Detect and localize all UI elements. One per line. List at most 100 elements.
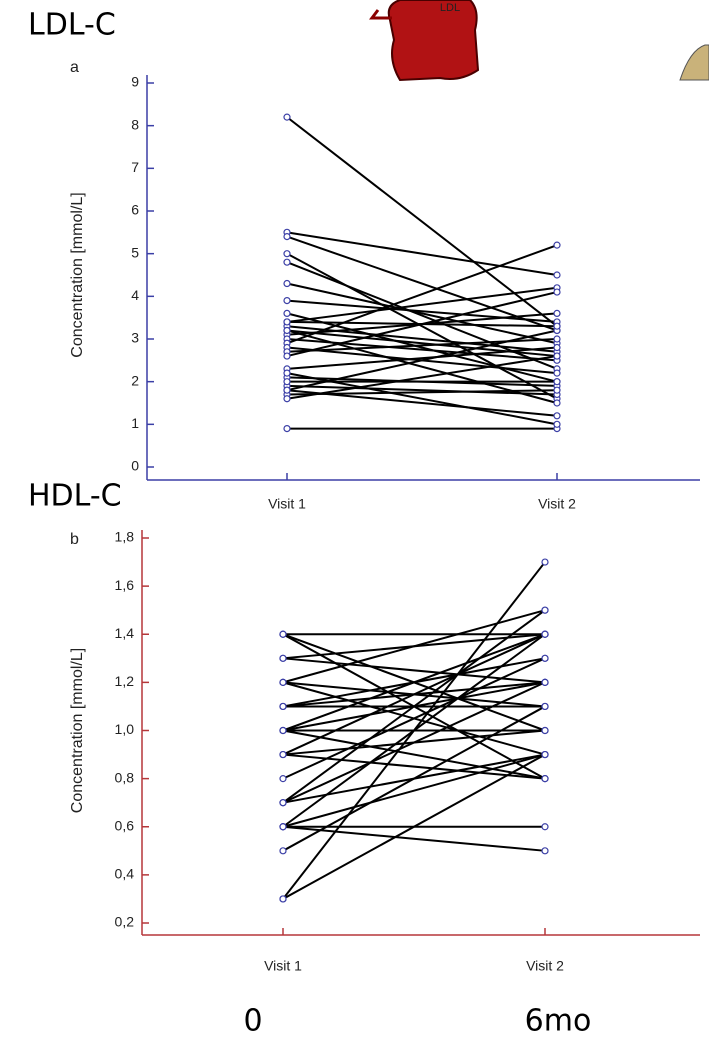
y-tick-label: 7 xyxy=(131,159,139,175)
point xyxy=(541,678,549,686)
point xyxy=(553,288,561,296)
point xyxy=(553,399,561,407)
pair-line xyxy=(282,633,546,780)
pair-line xyxy=(282,825,546,852)
pair-line xyxy=(286,338,558,362)
x-annotation: 0 xyxy=(243,1004,262,1039)
point xyxy=(553,369,561,377)
point xyxy=(553,271,561,279)
pair-line xyxy=(282,681,546,804)
y-tick-label: 0,8 xyxy=(115,769,135,785)
point xyxy=(283,386,291,394)
y-tick-label: 1,2 xyxy=(115,673,135,689)
point xyxy=(553,322,561,330)
point xyxy=(541,630,549,638)
x-tick-label: Visit 1 xyxy=(268,496,306,512)
point xyxy=(279,823,287,831)
y-tick-label: 2 xyxy=(131,372,139,388)
x-tick-label: Visit 2 xyxy=(538,496,576,512)
panel-label: a xyxy=(70,59,79,76)
y-tick-label: 6 xyxy=(131,202,139,218)
point xyxy=(541,750,549,759)
pair-line xyxy=(286,282,558,345)
ldl-cartoon xyxy=(387,0,480,82)
point xyxy=(283,395,291,403)
y-tick-label: 1,8 xyxy=(115,529,135,545)
point xyxy=(279,702,287,711)
point xyxy=(283,113,291,121)
point xyxy=(283,425,291,433)
panel-label: b xyxy=(70,531,79,548)
pair-line xyxy=(282,633,546,732)
point xyxy=(283,233,291,241)
point xyxy=(279,895,287,903)
pair-line xyxy=(282,705,546,852)
point xyxy=(283,326,291,335)
point xyxy=(283,250,291,258)
point xyxy=(283,309,291,317)
point xyxy=(541,726,549,735)
chart-title: LDL-C xyxy=(28,8,116,43)
point xyxy=(279,799,287,807)
pair-line xyxy=(286,286,558,323)
point xyxy=(279,630,287,638)
y-tick-label: 0,6 xyxy=(115,817,135,833)
pair-line xyxy=(282,753,546,900)
point xyxy=(283,318,291,326)
y-tick-label: 8 xyxy=(131,116,139,132)
point xyxy=(541,654,549,662)
pair-line xyxy=(286,320,558,328)
image-text: LDL xyxy=(440,2,460,14)
point xyxy=(553,386,561,394)
pair-line xyxy=(286,231,558,276)
x-tick-label: Visit 1 xyxy=(264,958,302,974)
point xyxy=(279,678,287,686)
pair-line xyxy=(286,116,558,327)
point xyxy=(553,335,561,343)
point xyxy=(283,352,291,360)
point xyxy=(283,258,291,266)
point xyxy=(279,750,287,759)
point xyxy=(553,420,561,428)
point xyxy=(283,378,291,386)
point xyxy=(553,343,561,352)
pair-line xyxy=(286,235,558,332)
point xyxy=(553,241,561,249)
point xyxy=(553,412,561,420)
y-tick-label: 1 xyxy=(131,415,139,431)
y-tick-label: 5 xyxy=(131,244,139,260)
point xyxy=(283,369,291,377)
x-tick-label: Visit 2 xyxy=(526,958,564,974)
y-tick-label: 9 xyxy=(131,74,139,90)
x-annotation: 6mo xyxy=(525,1004,592,1039)
pair-line xyxy=(286,355,558,400)
pair-line xyxy=(282,561,546,900)
point xyxy=(283,279,291,288)
point xyxy=(553,309,561,317)
pair-line xyxy=(286,312,558,383)
pair-line xyxy=(286,252,558,400)
y-tick-label: 3 xyxy=(131,330,139,346)
pair-line xyxy=(286,244,558,345)
pair-line xyxy=(286,389,558,396)
point xyxy=(541,823,549,831)
pair-line xyxy=(286,299,558,323)
pair-line xyxy=(282,729,546,780)
point xyxy=(279,654,287,662)
point xyxy=(541,702,549,711)
point xyxy=(279,775,287,783)
point xyxy=(541,775,549,783)
y-tick-label: 1,4 xyxy=(115,625,135,641)
pair-line xyxy=(282,609,546,684)
y-tick-label: 1,6 xyxy=(115,577,135,593)
chart-title: HDL-C xyxy=(28,479,122,514)
y-tick-label: 0,2 xyxy=(115,914,135,930)
pair-line xyxy=(282,753,546,828)
pair-line xyxy=(286,329,558,358)
point xyxy=(279,847,287,855)
hdl-cartoon xyxy=(679,44,709,81)
point xyxy=(553,352,561,360)
pair-line xyxy=(286,384,558,396)
